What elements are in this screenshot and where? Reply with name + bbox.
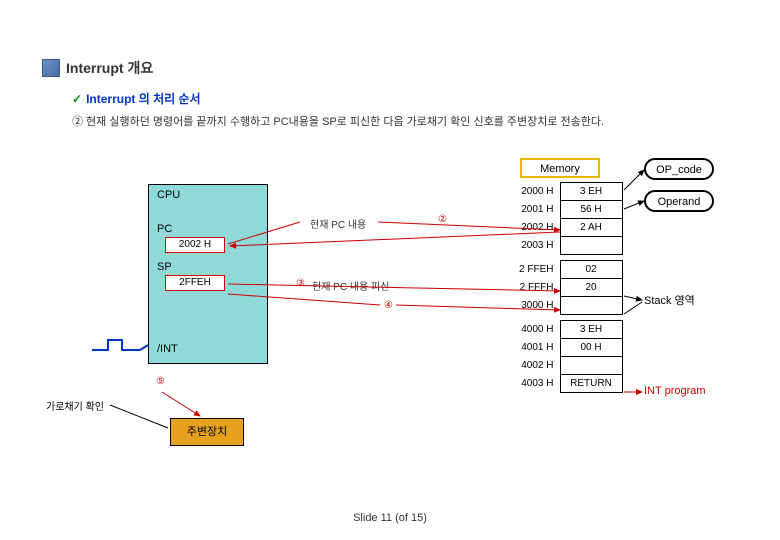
slide-number: Slide 11 (of 15) xyxy=(0,512,780,524)
sp-value: 2FFEH xyxy=(165,275,225,291)
mem-val xyxy=(560,237,622,255)
circle-4: ④ xyxy=(384,300,393,311)
mem-val: RETURN xyxy=(560,375,622,393)
operand-label: Operand xyxy=(644,190,714,212)
circle-5: ⑤ xyxy=(156,376,165,387)
subtitle: ✓ Interrupt 의 처리 순서 xyxy=(72,90,201,107)
mem-val: 02 xyxy=(560,261,622,279)
subtitle-text: Interrupt 의 처리 순서 xyxy=(86,92,201,106)
arrows-overlay xyxy=(0,0,780,540)
prog-row: 4000 H3 EH xyxy=(510,321,622,339)
prog-row: 4003 HRETURN xyxy=(510,375,622,393)
stack-region-label: Stack 영역 xyxy=(644,292,695,308)
int-label: /INT xyxy=(157,343,178,355)
confirm-label: 가로채기 확인 xyxy=(46,398,104,413)
mem-val xyxy=(560,297,622,315)
title-icon xyxy=(42,59,60,77)
circle-3: ③ xyxy=(296,278,305,289)
mem-addr: 4002 H xyxy=(510,357,560,375)
prog-row: 4001 H00 H xyxy=(510,339,622,357)
description: ② 현재 실행하던 명령어를 끝까지 수행하고 PC내용을 SP로 피신한 다음… xyxy=(72,114,672,131)
stack-row: 2 FFFH20 xyxy=(510,279,622,297)
mem-val: 3 EH xyxy=(560,183,622,201)
circle-2: ② xyxy=(438,214,447,225)
check-icon: ✓ xyxy=(72,92,82,106)
pc-save-label: 현재 PC 내용 피신 xyxy=(312,278,389,293)
mem-addr: 2 FFFH xyxy=(510,279,560,297)
memory-table: 2000 H3 EH 2001 H56 H 2002 H2 AH 2003 H … xyxy=(510,182,623,393)
memory-row: 2000 H3 EH xyxy=(510,183,622,201)
pc-value: 2002 H xyxy=(165,237,225,253)
mem-addr: 2 FFEH xyxy=(510,261,560,279)
mem-val: 20 xyxy=(560,279,622,297)
prog-row: 4002 H xyxy=(510,357,622,375)
memory-row: 2001 H56 H xyxy=(510,201,622,219)
mem-addr: 2002 H xyxy=(510,219,560,237)
mem-val: 2 AH xyxy=(560,219,622,237)
pc-label: PC xyxy=(157,223,172,235)
mem-addr: 4003 H xyxy=(510,375,560,393)
peripheral-box: 주변장치 xyxy=(170,418,244,446)
mem-val: 56 H xyxy=(560,201,622,219)
slide-title-row: Interrupt 개요 xyxy=(42,58,153,78)
int-program-label: INT program xyxy=(644,385,706,397)
cpu-label: CPU xyxy=(157,189,180,201)
cpu-block: CPU PC 2002 H SP 2FFEH /INT xyxy=(148,184,268,364)
mem-val: 3 EH xyxy=(560,321,622,339)
sp-label: SP xyxy=(157,261,172,273)
slide-title: Interrupt 개요 xyxy=(66,58,153,78)
stack-row: 2 FFEH02 xyxy=(510,261,622,279)
pc-content-label: 현재 PC 내용 xyxy=(310,216,366,231)
mem-addr: 2003 H xyxy=(510,237,560,255)
mem-addr: 2000 H xyxy=(510,183,560,201)
mem-addr: 4000 H xyxy=(510,321,560,339)
opcode-label: OP_code xyxy=(644,158,714,180)
memory-row: 2003 H xyxy=(510,237,622,255)
mem-addr: 2001 H xyxy=(510,201,560,219)
memory-heading: Memory xyxy=(520,158,600,178)
mem-addr: 3000 H xyxy=(510,297,560,315)
mem-val xyxy=(560,357,622,375)
mem-val: 00 H xyxy=(560,339,622,357)
mem-addr: 4001 H xyxy=(510,339,560,357)
stack-row: 3000 H xyxy=(510,297,622,315)
memory-row: 2002 H2 AH xyxy=(510,219,622,237)
